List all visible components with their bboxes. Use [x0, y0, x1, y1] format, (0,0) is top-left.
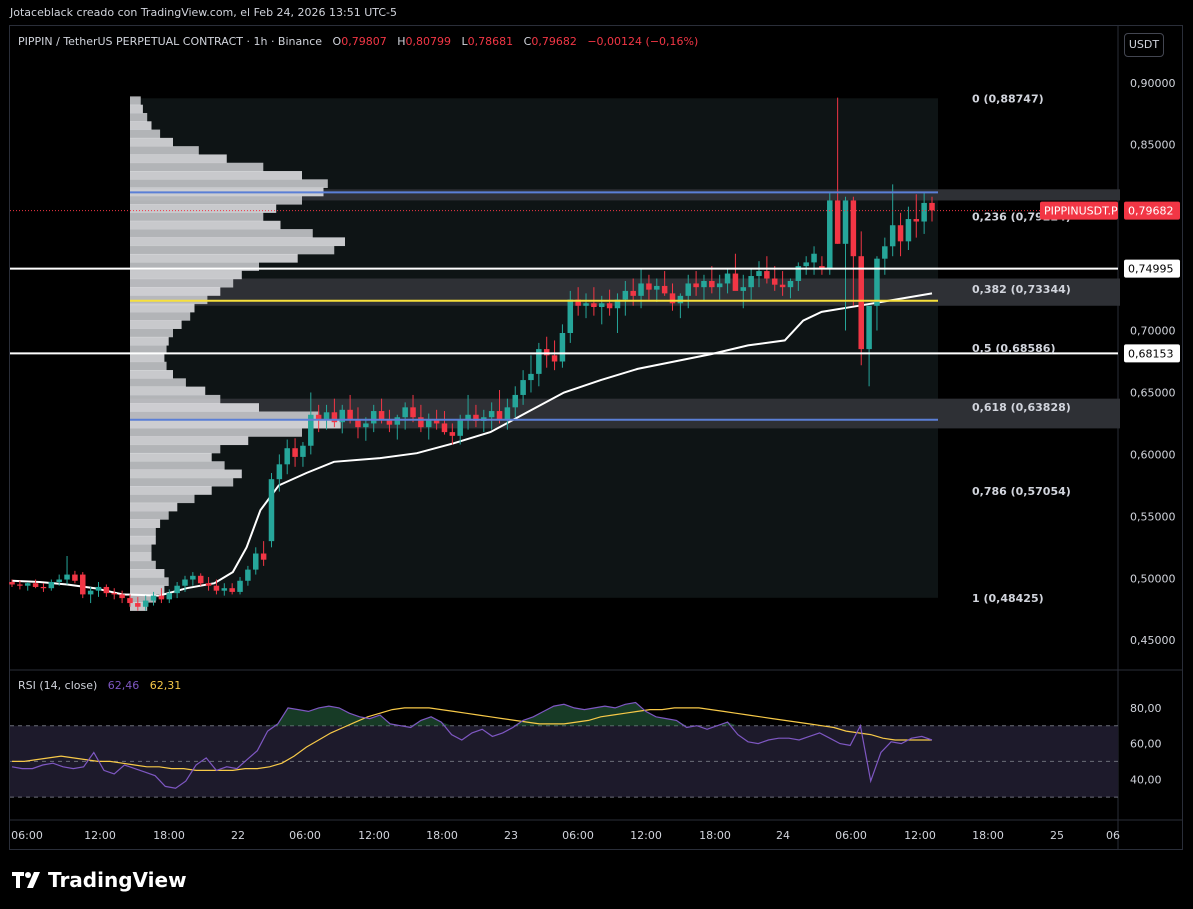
rsi-ma-value: 62,31	[149, 679, 182, 692]
close-label: C	[523, 35, 532, 48]
tradingview-logo[interactable]: TradingView	[12, 868, 187, 892]
open-value: 0,79807	[341, 35, 387, 48]
open-label: O	[332, 35, 342, 48]
symbol-legend: PIPPIN / TetherUS PERPETUAL CONTRACT · 1…	[18, 35, 698, 48]
tradingview-logo-icon	[12, 872, 40, 888]
symbol-name[interactable]: PIPPIN / TetherUS PERPETUAL CONTRACT · 1…	[18, 35, 323, 48]
currency-button[interactable]: USDT	[1124, 33, 1164, 57]
rsi-name: RSI (14, close)	[18, 679, 98, 692]
rsi-legend: RSI (14, close) 62,46 62,31	[18, 679, 181, 692]
low-label: L	[461, 35, 468, 48]
chart-frame	[9, 25, 1183, 850]
chart-caption: Jotaceblack creado con TradingView.com, …	[10, 6, 398, 19]
close-value: 0,79682	[531, 35, 577, 48]
rsi-value: 62,46	[107, 679, 140, 692]
change-value: −0,00124 (−0,16%)	[587, 35, 699, 48]
tradingview-brand: TradingView	[48, 868, 187, 892]
low-value: 0,78681	[467, 35, 514, 48]
high-value: 0,80799	[405, 35, 452, 48]
high-label: H	[397, 35, 406, 48]
